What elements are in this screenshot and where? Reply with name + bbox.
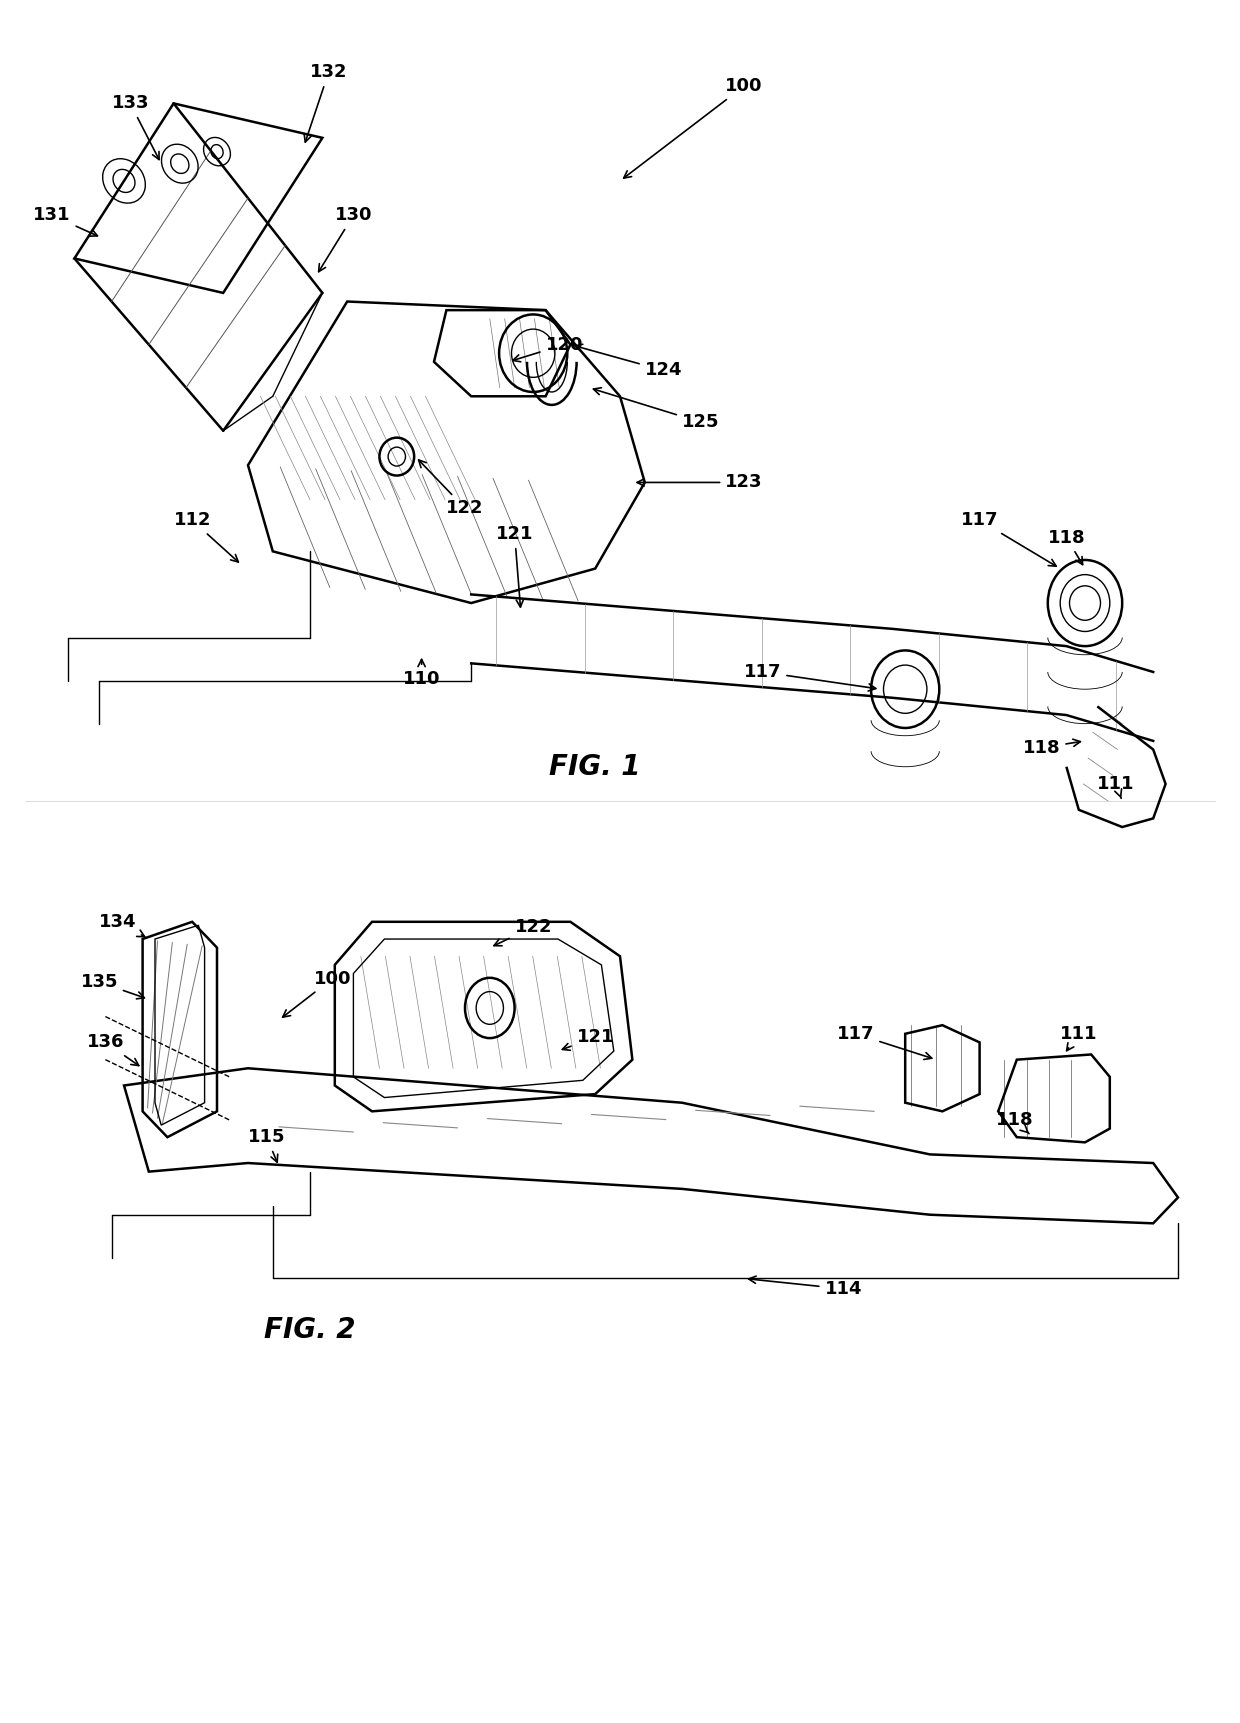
Text: 136: 136	[87, 1034, 139, 1065]
Text: 110: 110	[403, 660, 440, 687]
Text: 121: 121	[563, 1029, 614, 1051]
Text: 121: 121	[496, 526, 533, 606]
Text: 122: 122	[419, 460, 484, 517]
Text: 118: 118	[996, 1111, 1033, 1134]
Text: 123: 123	[637, 474, 763, 491]
Text: 112: 112	[174, 512, 238, 562]
Text: 115: 115	[248, 1129, 285, 1163]
Text: 117: 117	[961, 512, 1056, 567]
Text: 118: 118	[1048, 529, 1085, 565]
Text: 135: 135	[81, 973, 144, 999]
Text: 132: 132	[304, 64, 347, 141]
Text: 133: 133	[112, 95, 159, 160]
Text: 124: 124	[575, 345, 682, 379]
Text: 100: 100	[624, 78, 763, 177]
Text: 134: 134	[99, 913, 145, 937]
Text: 111: 111	[1097, 775, 1135, 798]
Text: 118: 118	[1023, 739, 1080, 756]
Text: 111: 111	[1060, 1025, 1097, 1051]
Text: 131: 131	[33, 207, 98, 236]
Text: 100: 100	[283, 970, 351, 1017]
Text: 122: 122	[494, 918, 552, 946]
Text: 117: 117	[837, 1025, 931, 1060]
Text: 117: 117	[744, 663, 875, 691]
Text: FIG. 1: FIG. 1	[549, 753, 641, 781]
Text: 120: 120	[513, 336, 583, 362]
Text: 130: 130	[319, 207, 372, 272]
Text: 125: 125	[594, 388, 719, 431]
Text: FIG. 2: FIG. 2	[264, 1316, 356, 1344]
Text: 114: 114	[749, 1277, 862, 1297]
